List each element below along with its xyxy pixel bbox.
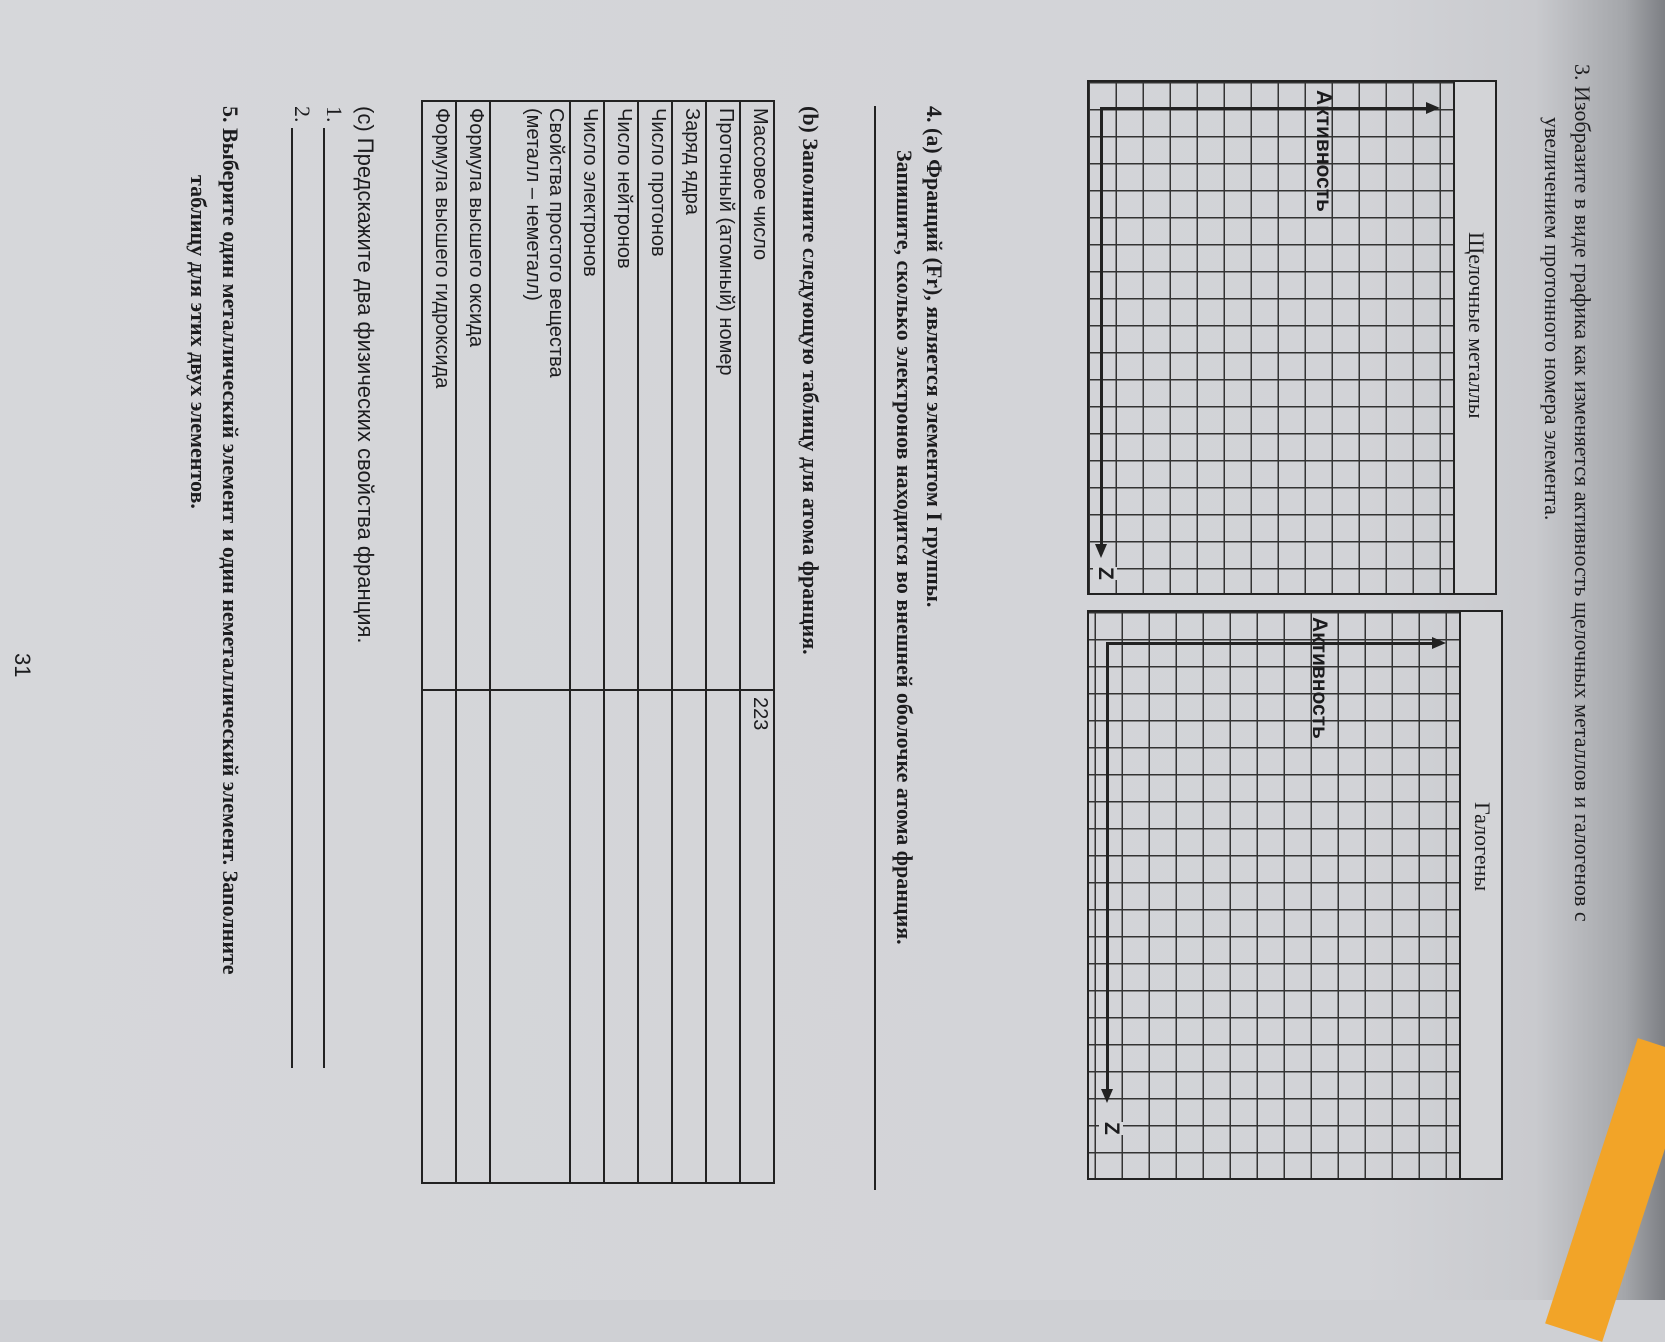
row-label: Формула высшего гидроксида: [422, 101, 456, 690]
graph-alkali-metals[interactable]: Щелочные металлы Активность Z: [1087, 80, 1497, 595]
arrow-right-icon: [1095, 544, 1107, 558]
q4a-instruction: Запишите, сколько электронов находится в…: [892, 150, 917, 945]
q5-text: 5. Выберите один металлический элемент и…: [218, 106, 243, 975]
arrow-up-icon: [1426, 102, 1440, 114]
graph-header: Щелочные металлы: [1453, 82, 1495, 593]
q4c-item2: 2.: [290, 106, 315, 123]
x-axis: [1106, 642, 1109, 1092]
x-axis-label: Z: [1099, 1122, 1123, 1135]
table-row: Заряд ядра: [672, 101, 706, 1183]
row-label: Массовое число: [740, 101, 774, 690]
row-value[interactable]: [672, 690, 706, 1183]
table-row: Протонный (атомный) номер: [706, 101, 740, 1183]
francium-table: Массовое число 223 Протонный (атомный) но…: [421, 100, 775, 1184]
q3-text-line2: увеличением протонного номера элемента.: [1540, 117, 1565, 521]
row-label-line2: (металл – неметалл): [522, 108, 544, 301]
q4c-answer-line2[interactable]: [291, 128, 293, 1068]
row-value[interactable]: 223: [740, 690, 774, 1183]
table-row: Формула высшего гидроксида: [422, 101, 456, 1183]
row-label: Число нейтронов: [604, 101, 638, 690]
arrow-right-icon: [1101, 1089, 1113, 1103]
table-row: Массовое число 223: [740, 101, 774, 1183]
graph-header-label: Щелочные металлы: [1464, 232, 1489, 419]
page-number: 31: [10, 653, 35, 678]
q3-text-line1: 3. Изобразите в виде графика как изменяе…: [1570, 64, 1595, 922]
graph-header-label: Галогены: [1470, 802, 1495, 892]
row-value[interactable]: [638, 690, 672, 1183]
row-label: Формула высшего оксида: [456, 101, 490, 690]
q5-text-line2: таблицу для этих двух элементов.: [186, 175, 211, 509]
arrow-up-icon: [1432, 637, 1446, 649]
y-axis: [1100, 107, 1430, 110]
q4c-answer-line1[interactable]: [323, 128, 325, 1068]
graph-header: Галогены: [1459, 612, 1501, 1178]
row-value[interactable]: [706, 690, 740, 1183]
row-label-line1: Свойства простого вещества: [545, 108, 567, 378]
row-label: Число электронов: [570, 101, 604, 690]
row-value[interactable]: [422, 690, 456, 1183]
worksheet-page: 3. Изобразите в виде графика как изменяе…: [0, 0, 1665, 1300]
row-label: Число протонов: [638, 101, 672, 690]
row-value[interactable]: [490, 690, 570, 1183]
table-row: Число протонов: [638, 101, 672, 1183]
row-value[interactable]: [570, 690, 604, 1183]
table-row: Свойства простого вещества (металл – неме…: [490, 101, 570, 1183]
row-label: Заряд ядра: [672, 101, 706, 690]
table-row: Число электронов: [570, 101, 604, 1183]
row-value[interactable]: [456, 690, 490, 1183]
table-row: Число нейтронов: [604, 101, 638, 1183]
table-row: Формула высшего оксида: [456, 101, 490, 1183]
row-label: Свойства простого вещества (металл – неме…: [490, 101, 570, 690]
graph-halogens[interactable]: Галогены Активность Z: [1087, 610, 1503, 1180]
x-axis-label: Z: [1093, 567, 1117, 580]
y-axis: [1106, 642, 1436, 645]
y-axis-label: Активность: [1308, 617, 1331, 739]
q4a-answer-line[interactable]: [874, 106, 876, 1190]
row-value[interactable]: [604, 690, 638, 1183]
q4c-item1: 1.: [322, 106, 347, 123]
q4b-title: (b) Заполните следующую таблицу для атом…: [798, 106, 823, 655]
q4c-title: (c) Предскажите два физических свойства …: [353, 106, 378, 644]
row-label: Протонный (атомный) номер: [706, 101, 740, 690]
x-axis: [1100, 107, 1103, 547]
q4a-text: 4. (a) Франций (Fr), является элементом …: [922, 106, 947, 608]
